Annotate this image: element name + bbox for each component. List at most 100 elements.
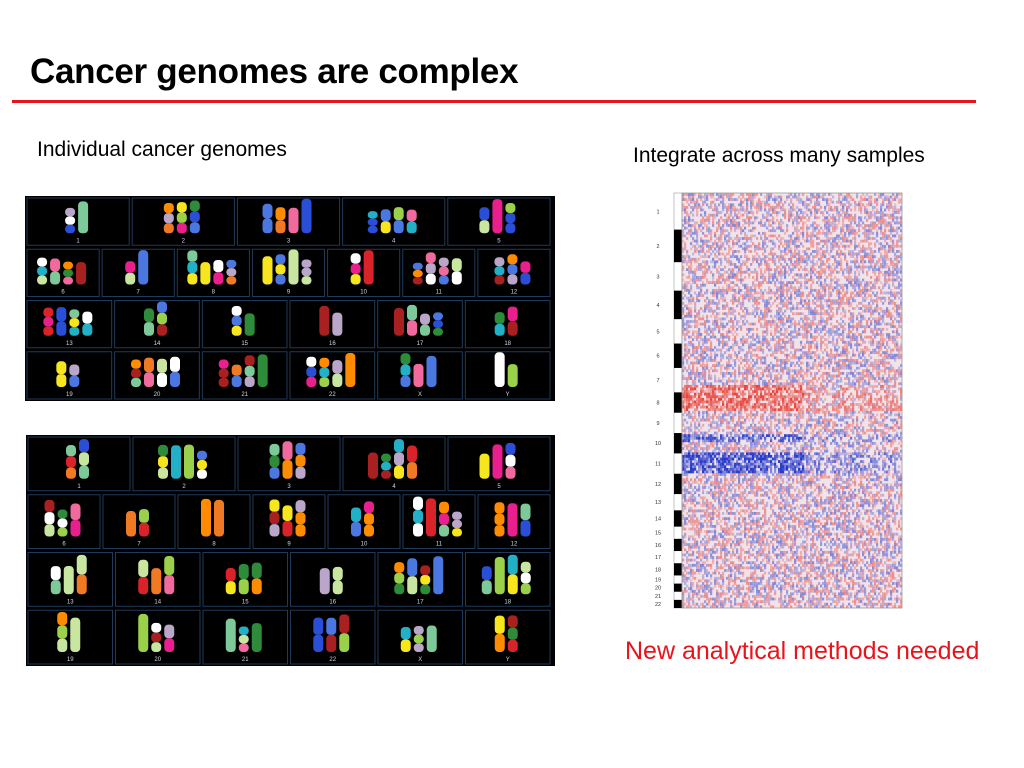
heatmap-cell [738, 374, 741, 378]
heatmap-cell [746, 265, 749, 269]
heatmap-cell [858, 379, 861, 383]
heatmap-cell [810, 208, 813, 212]
heatmap-cell [704, 270, 707, 274]
chromosome-label: 12 [511, 290, 518, 296]
heatmap-cell [706, 239, 709, 243]
heatmap-cell [866, 247, 869, 251]
heatmap-cell [876, 268, 879, 272]
heatmap-cell [834, 299, 837, 303]
heatmap-cell [722, 340, 725, 344]
heatmap-cell [758, 377, 761, 380]
chromosome-segment [319, 568, 330, 595]
heatmap-cell [878, 211, 881, 214]
heatmap-cell [718, 193, 721, 196]
heatmap-cell [816, 195, 819, 199]
heatmap-cell [722, 242, 725, 246]
heatmap-cell [698, 330, 701, 334]
heatmap-cell [856, 371, 859, 375]
heatmap-cell [848, 366, 851, 370]
heatmap-cell [880, 281, 883, 284]
heatmap-cell [892, 283, 895, 287]
heatmap-cell [838, 304, 841, 308]
heatmap-cell [684, 377, 687, 380]
heatmap-cell [876, 299, 879, 303]
heatmap-cell [824, 198, 827, 201]
heatmap-cell [710, 244, 713, 248]
heatmap-cell [806, 226, 809, 230]
heatmap-cell [700, 276, 703, 279]
heatmap-cell [722, 343, 725, 347]
right-caption: Integrate across many samples [633, 144, 925, 167]
heatmap-cell [878, 296, 881, 300]
heatmap-cell [870, 371, 873, 375]
heatmap-cell [834, 281, 837, 284]
heatmap-cell [748, 364, 751, 367]
heatmap-cell [844, 268, 847, 272]
heatmap-cell [706, 224, 709, 227]
heatmap-cell [762, 343, 765, 347]
heatmap-cell [842, 288, 845, 292]
chromosome-segment [37, 275, 48, 285]
heatmap-cell [734, 288, 737, 292]
heatmap-cell [718, 244, 721, 248]
heatmap-cell [892, 340, 895, 344]
heatmap-cell [822, 213, 825, 217]
heatmap-cell [828, 307, 831, 310]
heatmap-cell [742, 200, 745, 204]
heatmap-cell [738, 268, 741, 272]
heatmap-cell [728, 263, 731, 266]
chromosome-segment [507, 574, 518, 595]
chromosome-segment [306, 376, 317, 387]
heatmap-cell [754, 255, 757, 259]
heatmap-cell [770, 224, 773, 227]
heatmap-cell [688, 216, 691, 220]
heatmap-cell [796, 213, 799, 217]
heatmap-cell [706, 314, 709, 318]
heatmap-cell [764, 260, 767, 264]
heatmap-cell [778, 224, 781, 227]
heatmap-cell [716, 226, 719, 230]
heatmap-cell [744, 231, 747, 235]
heatmap-cell [864, 325, 867, 329]
heatmap-cell [814, 309, 817, 313]
heatmap-cell [692, 351, 695, 355]
heatmap-cell [778, 226, 781, 230]
chromosome-segment [139, 522, 149, 537]
heatmap-cell [810, 353, 813, 357]
chromosome-segment [420, 584, 431, 595]
heatmap-cell [774, 338, 777, 342]
heatmap-cell [800, 255, 803, 259]
heatmap-cell [812, 205, 815, 209]
heatmap-cell [850, 312, 853, 316]
heatmap-cell [756, 359, 759, 362]
heatmap-cell [774, 198, 777, 201]
heatmap-cell [812, 281, 815, 284]
heatmap-cell [742, 366, 745, 370]
heatmap-cell [860, 195, 863, 199]
heatmap-cell [762, 276, 765, 279]
heatmap-cell [716, 320, 719, 323]
heatmap-cell [876, 239, 879, 243]
heatmap-cell [682, 265, 685, 269]
heatmap-cell [696, 338, 699, 342]
heatmap-cell [776, 195, 779, 199]
heatmap-cell [728, 208, 731, 212]
heatmap-cell [900, 299, 903, 303]
heatmap-cell [784, 273, 787, 277]
heatmap-cell [748, 229, 751, 233]
chromosome-segment [66, 445, 76, 457]
heatmap-cell [806, 335, 809, 339]
heatmap-cell [776, 359, 779, 362]
heatmap-cell [778, 296, 781, 300]
heatmap-cell [848, 213, 851, 217]
heatmap-cell [854, 288, 857, 292]
heatmap-cell [806, 327, 809, 331]
heatmap-cell [806, 307, 809, 310]
heatmap-cell [760, 377, 763, 380]
heatmap-cell [688, 371, 691, 375]
chromosome-label: 8 [212, 290, 216, 296]
heatmap-cell [866, 348, 869, 352]
heatmap-cell [872, 364, 875, 367]
heatmap-cell [730, 309, 733, 313]
heatmap-cell [892, 270, 895, 274]
